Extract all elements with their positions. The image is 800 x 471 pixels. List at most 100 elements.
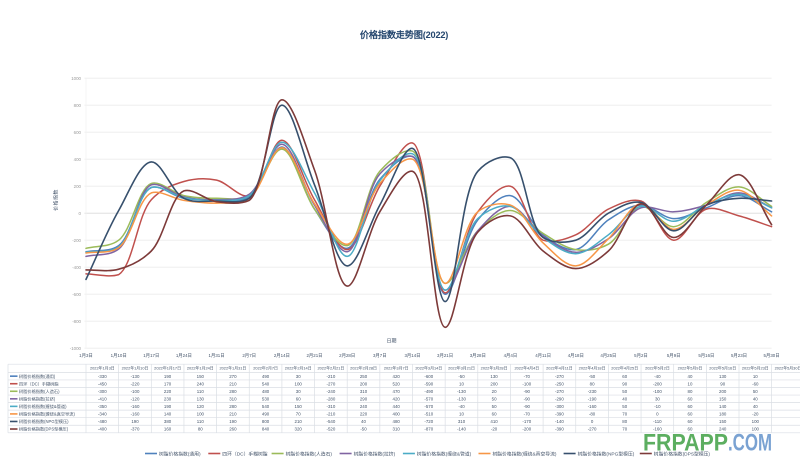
svg-text:5月16日: 5月16日 [698, 353, 714, 359]
svg-text:30: 30 [655, 397, 660, 402]
svg-text:490: 490 [262, 374, 270, 379]
svg-text:-400: -400 [72, 265, 81, 270]
svg-text:2月28日: 2月28日 [339, 353, 355, 359]
svg-text:490: 490 [262, 412, 270, 417]
svg-text:1000: 1000 [71, 76, 81, 81]
svg-text:60: 60 [688, 397, 693, 402]
svg-text:130: 130 [197, 397, 205, 402]
svg-text:60: 60 [296, 397, 301, 402]
svg-text:70: 70 [622, 412, 627, 417]
svg-text:-210: -210 [327, 374, 336, 379]
svg-text:230: 230 [164, 397, 172, 402]
svg-text:树脂价格指数(DPS型模压): 树脂价格指数(DPS型模压) [19, 426, 69, 433]
svg-text:1月3日: 1月3日 [79, 353, 93, 359]
svg-text:800: 800 [262, 419, 270, 424]
svg-text:-250: -250 [555, 381, 564, 386]
svg-text:60: 60 [492, 412, 497, 417]
svg-text:150: 150 [719, 397, 727, 402]
svg-text:530: 530 [262, 397, 270, 402]
svg-text:树脂价格指数(DPS型模压): 树脂价格指数(DPS型模压) [654, 450, 711, 457]
svg-text:4月4日: 4月4日 [504, 353, 518, 359]
svg-text:2月7日: 2月7日 [242, 353, 256, 359]
svg-text:10: 10 [753, 374, 758, 379]
svg-text:70: 70 [622, 427, 627, 432]
svg-text:5月23日: 5月23日 [731, 353, 747, 359]
svg-text:5月30日: 5月30日 [764, 353, 780, 359]
svg-text:-50: -50 [589, 374, 596, 379]
svg-text:50: 50 [492, 404, 497, 409]
svg-text:100: 100 [295, 381, 303, 386]
svg-text:树脂价格指数(通用): 树脂价格指数(通用) [19, 373, 56, 380]
svg-text:5月2日: 5月2日 [634, 353, 648, 359]
svg-text:-100: -100 [522, 381, 531, 386]
svg-text:2022年3月7日: 2022年3月7日 [384, 366, 409, 371]
svg-text:2022年1月10日: 2022年1月10日 [122, 366, 149, 371]
svg-text:220: 220 [164, 389, 172, 394]
svg-text:480: 480 [262, 389, 270, 394]
svg-text:1月31日: 1月31日 [209, 353, 225, 359]
svg-text:310: 310 [360, 389, 368, 394]
svg-text:110: 110 [197, 419, 205, 424]
svg-text:2022年3月21日: 2022年3月21日 [448, 366, 475, 371]
svg-text:-90: -90 [524, 389, 531, 394]
svg-text:2022年2月21日: 2022年2月21日 [317, 366, 344, 371]
svg-text:-210: -210 [327, 412, 336, 417]
svg-text:4月11日: 4月11日 [535, 353, 551, 359]
svg-text:190: 190 [131, 419, 139, 424]
svg-text:-490: -490 [424, 389, 433, 394]
svg-text:30: 30 [296, 389, 301, 394]
svg-text:-110: -110 [653, 419, 662, 424]
svg-text:10: 10 [459, 412, 464, 417]
svg-text:2022年1月3日: 2022年1月3日 [90, 366, 115, 371]
svg-text:420: 420 [393, 397, 401, 402]
svg-text:3月14日: 3月14日 [404, 353, 420, 359]
svg-text:410: 410 [490, 419, 498, 424]
svg-text:-570: -570 [424, 397, 433, 402]
svg-text:20: 20 [492, 389, 497, 394]
svg-text:.COM: .COM [728, 430, 772, 457]
svg-text:2月21日: 2月21日 [306, 353, 322, 359]
svg-text:0: 0 [591, 419, 594, 424]
svg-text:260: 260 [229, 427, 237, 432]
svg-text:-190: -190 [588, 397, 597, 402]
svg-text:-270: -270 [555, 389, 564, 394]
svg-text:60: 60 [622, 374, 627, 379]
svg-text:50: 50 [622, 389, 627, 394]
svg-text:2022年5月30日: 2022年5月30日 [775, 366, 800, 371]
svg-text:220: 220 [360, 412, 368, 417]
svg-text:150: 150 [719, 419, 727, 424]
svg-text:-170: -170 [522, 419, 531, 424]
svg-text:-340: -340 [98, 412, 107, 417]
svg-text:280: 280 [229, 404, 237, 409]
svg-text:-600: -600 [424, 374, 433, 379]
svg-text:120: 120 [197, 404, 205, 409]
svg-text:320: 320 [295, 427, 303, 432]
svg-text:400: 400 [74, 157, 82, 162]
svg-text:价格指数: 价格指数 [53, 189, 60, 211]
svg-text:树脂价格指数(人造石): 树脂价格指数(人造石) [19, 388, 60, 395]
svg-text:210: 210 [229, 381, 237, 386]
svg-text:-270: -270 [588, 427, 597, 432]
svg-text:310: 310 [458, 419, 466, 424]
svg-text:-90: -90 [524, 397, 531, 402]
svg-text:310: 310 [393, 427, 401, 432]
svg-text:130: 130 [719, 374, 727, 379]
svg-text:-510: -510 [424, 412, 433, 417]
svg-text:40: 40 [622, 397, 627, 402]
svg-text:-20: -20 [752, 412, 759, 417]
svg-text:-160: -160 [588, 404, 597, 409]
svg-text:110: 110 [197, 389, 205, 394]
svg-text:-1000: -1000 [70, 346, 82, 351]
svg-text:树脂价格指数(缠绕&管道): 树脂价格指数(缠绕&管道) [19, 403, 67, 410]
svg-text:-720: -720 [424, 419, 433, 424]
svg-text:-240: -240 [327, 389, 336, 394]
svg-text:210: 210 [229, 412, 237, 417]
svg-text:200: 200 [490, 381, 498, 386]
svg-text:3月21日: 3月21日 [437, 353, 453, 359]
svg-text:-200: -200 [72, 238, 81, 243]
svg-text:树脂价格指数(人造石): 树脂价格指数(人造石) [286, 450, 333, 457]
svg-text:150: 150 [197, 374, 205, 379]
svg-text:140: 140 [719, 404, 727, 409]
svg-text:-40: -40 [458, 404, 465, 409]
svg-text:40: 40 [361, 419, 366, 424]
